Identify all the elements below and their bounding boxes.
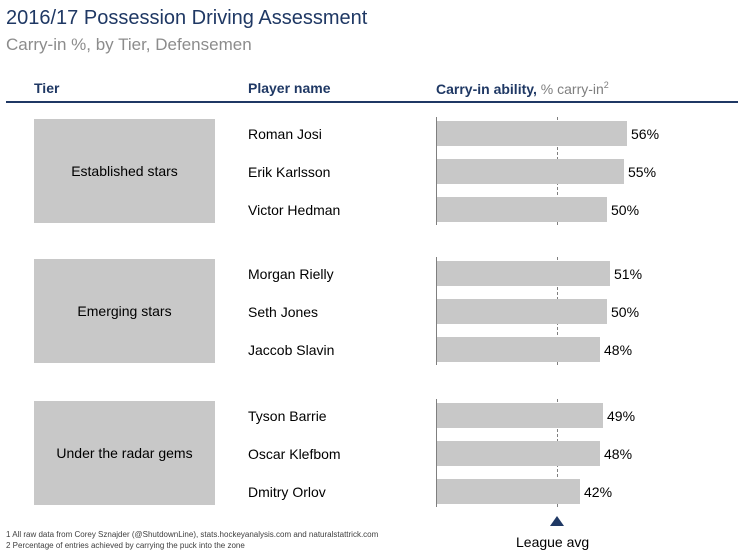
chart-title: 2016/17 Possession Driving Assessment [6,7,368,29]
bar-value-label: 55% [628,164,657,180]
metric-header-light: % carry-in2 [540,80,609,97]
player-name: Roman Josi [248,126,322,142]
tier-label: Established stars [34,119,215,223]
carry-in-bar [437,159,624,184]
bar-value-label: 56% [631,126,660,142]
metric-header-footnote-ref: 2 [603,80,609,90]
chart-subtitle: Carry-in %, by Tier, Defensemen [6,35,252,54]
bar-value-label: 42% [584,484,613,500]
bar-axis-line [436,399,437,507]
player-column-header: Player name [248,80,331,96]
footnote-1: 1 All raw data from Corey Sznajder (@Shu… [6,530,379,539]
player-name: Morgan Rielly [248,266,334,282]
carry-in-bar [437,337,600,362]
footnote-2: 2 Percentage of entries achieved by carr… [6,541,245,550]
carry-in-bar [437,441,600,466]
carry-in-bar [437,479,580,504]
carry-in-bar [437,121,627,146]
league-avg-label: League avg [516,534,590,550]
bar-axis-line [436,257,437,365]
player-name: Dmitry Orlov [248,484,326,500]
bar-value-label: 51% [614,266,643,282]
bar-value-label: 48% [604,342,633,358]
carry-in-bar [437,299,607,324]
league-avg-marker-icon [550,516,564,526]
player-name: Victor Hedman [248,202,341,218]
bar-value-label: 49% [607,408,636,424]
tier-label: Emerging stars [34,259,215,363]
bar-axis-line [436,117,437,225]
carry-in-bar [437,261,610,286]
metric-header-bold: Carry-in ability, [436,81,537,97]
header-rule [6,101,738,103]
player-name: Seth Jones [248,304,319,320]
carry-in-bar [437,197,607,222]
metric-column-header: Carry-in ability, % carry-in2 [436,80,609,97]
tier-label: Under the radar gems [34,401,215,505]
player-name: Erik Karlsson [248,164,331,180]
player-name: Jaccob Slavin [248,342,335,358]
tier-column-header: Tier [34,80,60,96]
bar-value-label: 50% [611,202,640,218]
player-name: Oscar Klefbom [248,446,341,462]
player-name: Tyson Barrie [248,408,327,424]
bar-value-label: 48% [604,446,633,462]
metric-header-unit: % carry-in [540,81,604,97]
carry-in-bar [437,403,603,428]
bar-value-label: 50% [611,304,640,320]
